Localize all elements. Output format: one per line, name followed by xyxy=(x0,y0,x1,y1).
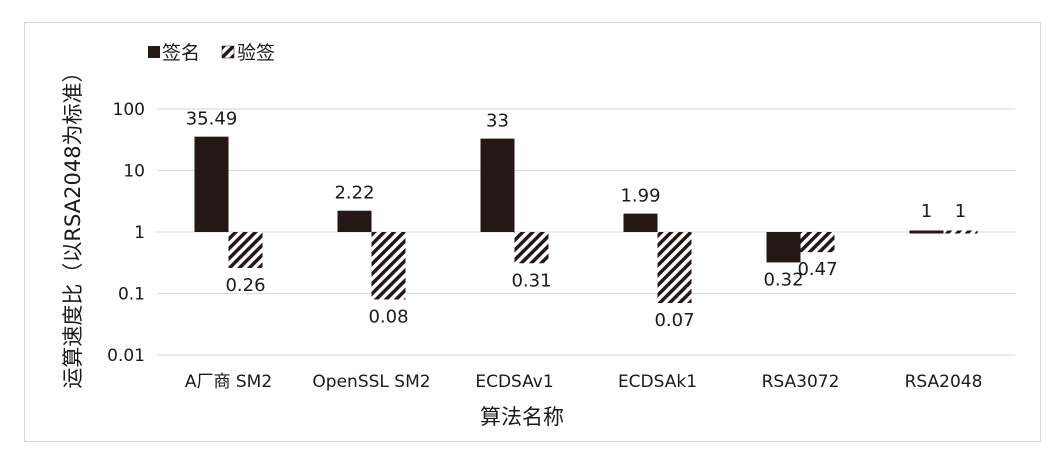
bar-signature xyxy=(623,213,658,232)
bars xyxy=(194,136,978,304)
y-tick-label: 1 xyxy=(134,223,145,243)
bar-signature xyxy=(337,210,372,232)
data-label-verify: 1 xyxy=(955,201,966,222)
legend-label-signature: 签名 xyxy=(162,42,200,64)
legend-label-verify: 验签 xyxy=(237,42,275,64)
data-label-signature: 35.49 xyxy=(186,109,238,130)
data-label-verify: 0.31 xyxy=(511,270,551,291)
x-category-label: OpenSSL SM2 xyxy=(312,372,430,392)
x-axis-title: 算法名称 xyxy=(480,405,564,429)
x-category-label: ECDSAv1 xyxy=(475,372,553,392)
bar-signature xyxy=(194,136,229,232)
data-label-verify: 0.08 xyxy=(368,306,408,327)
legend-swatch-verify xyxy=(221,45,235,59)
y-tick-label: 10 xyxy=(123,162,145,182)
bar-verify xyxy=(514,232,549,264)
y-tick-label: 100 xyxy=(113,100,145,120)
bar-verify xyxy=(657,232,692,304)
legend: 签名 验签 xyxy=(148,42,275,64)
data-labels: 35.49 0.26 2.22 0.08 33 0.31 1.99 0.07 0.320.47 1… xyxy=(186,109,966,331)
gridlines xyxy=(157,108,1015,356)
y-axis-title: 运算速度比（以RSA2048为标准） xyxy=(61,61,85,388)
data-label-signature: 33 xyxy=(486,111,509,132)
bar-signature xyxy=(480,138,515,232)
data-label-signature: 2.22 xyxy=(334,183,374,204)
y-axis-ticks: 0.01 0.1 1 10 100 xyxy=(107,100,145,366)
bar-signature xyxy=(766,232,801,263)
legend-swatch-signature xyxy=(148,46,160,58)
bar-verify xyxy=(800,232,835,253)
y-tick-label: 0.01 xyxy=(107,346,145,366)
y-tick-label: 0.1 xyxy=(118,285,145,305)
x-category-label: ECDSAk1 xyxy=(618,372,697,392)
data-label-signature: 0.32 xyxy=(763,269,803,290)
bar-signature xyxy=(909,230,944,234)
data-label-verify: 0.47 xyxy=(797,259,837,280)
bar-verify xyxy=(371,232,406,300)
data-label-signature: 1.99 xyxy=(620,186,660,207)
x-category-label: RSA2048 xyxy=(905,372,983,392)
x-axis-categories: A厂商 SM2 OpenSSL SM2 ECDSAv1 ECDSAk1 RSA3072 R… xyxy=(185,372,983,392)
bar-verify xyxy=(228,232,263,268)
data-label-verify: 0.07 xyxy=(654,310,694,331)
bar-verify xyxy=(943,230,978,234)
x-category-label: RSA3072 xyxy=(762,372,840,392)
x-category-label: A厂商 SM2 xyxy=(185,372,272,392)
data-label-verify: 0.26 xyxy=(225,275,265,296)
data-label-signature: 1 xyxy=(921,201,932,222)
